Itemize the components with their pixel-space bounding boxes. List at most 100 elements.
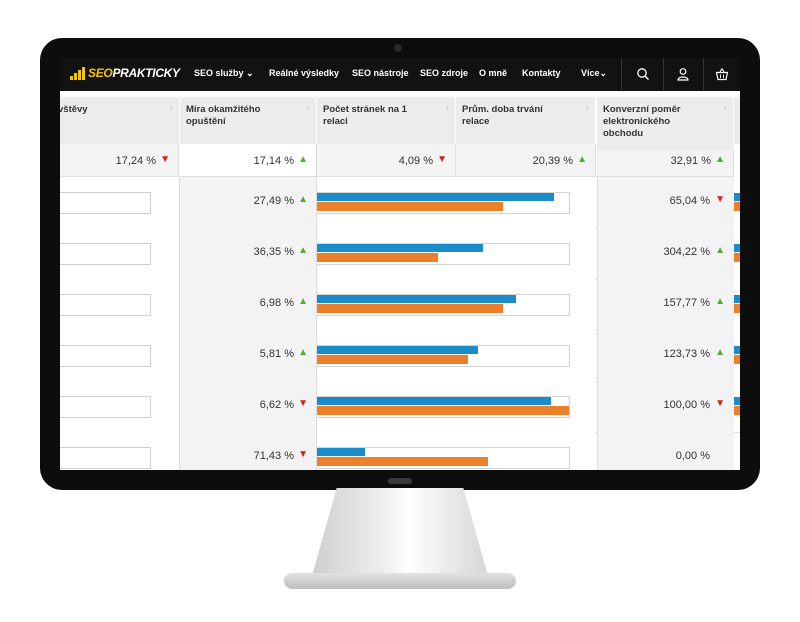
chevron-down-icon: ⌄: [599, 68, 608, 78]
bounce-rate-value: 6,62 %: [259, 399, 294, 411]
bar-blue: [317, 193, 554, 201]
edge-bar-cell: [734, 228, 740, 279]
table-row: 36,35 % ▲ 304,22 % ▲: [60, 228, 740, 280]
column-header[interactable]: Počet stránek na 1 relaci ↓: [317, 97, 456, 144]
sort-arrow-icon[interactable]: ↓: [445, 103, 449, 112]
trend-icon: ▼: [298, 449, 308, 460]
edge-bar-cell: [734, 177, 740, 228]
column-header[interactable]: Konverzní poměr elektronického obchodu ↓: [597, 97, 734, 150]
column-header: [734, 97, 740, 144]
bounce-rate-cell: 6,98 % ▲: [180, 279, 317, 330]
visits-cell: [60, 228, 180, 279]
bar-orange: [317, 457, 489, 466]
bar-cell: [317, 177, 595, 228]
report-table: vštěvy ↓ Míra okamžitého opuštění ↓ Počet …: [60, 91, 740, 470]
sort-arrow-icon[interactable]: ↓: [585, 103, 589, 112]
bar-blue: [734, 295, 740, 303]
logo-name: PRAKTICKY: [112, 66, 180, 80]
column-header[interactable]: Míra okamžitého opuštění ↓: [180, 97, 317, 144]
trend-icon: ▼: [715, 398, 725, 409]
bar-orange: [317, 202, 504, 211]
trend-icon: ▲: [298, 347, 308, 358]
nav-item-seo-zdroje[interactable]: SEO zdroje: [420, 68, 469, 78]
value-box: [60, 396, 151, 418]
column-header[interactable]: vštěvy ↓: [60, 97, 180, 144]
monitor-brand-mark: [388, 478, 412, 484]
edge-bar-cell: [734, 330, 740, 381]
sort-arrow-icon[interactable]: ↓: [169, 103, 173, 112]
nav-item-vice[interactable]: Více⌄: [581, 68, 608, 78]
bar-blue: [734, 346, 740, 354]
total-cell: 20,39 % ▲: [456, 144, 596, 177]
sort-arrow-icon[interactable]: ↓: [306, 103, 310, 112]
bar-orange: [317, 253, 438, 262]
logo-bars-icon: [70, 66, 85, 80]
table-row: 6,98 % ▲ 157,77 % ▲: [60, 279, 740, 331]
edge-bar-cell: [734, 279, 740, 330]
trend-icon: ▲: [715, 154, 725, 165]
bar-orange: [317, 355, 469, 364]
table-row: 27,49 % ▲ 65,04 % ▼: [60, 177, 740, 229]
bar-frame: [317, 447, 570, 469]
nav-item-seo-sluzby[interactable]: SEO služby ⌄: [194, 68, 254, 78]
nav-item-seo-nastroje[interactable]: SEO nástroje: [352, 68, 409, 78]
nav-divider: [703, 58, 704, 91]
bounce-rate-cell: 5,81 % ▲: [180, 330, 317, 381]
bar-cell: [317, 279, 595, 330]
total-cell: 17,14 % ▲: [180, 144, 317, 177]
monitor-stand-base: [284, 573, 516, 589]
trend-icon: ▲: [298, 154, 308, 165]
bounce-rate-cell: 36,35 % ▲: [180, 228, 317, 279]
bar-orange: [734, 253, 740, 262]
bar-orange: [317, 406, 569, 415]
bar-cell: [317, 432, 595, 470]
top-navigation: SEOPRAKTICKY SEO služby ⌄ Reálné výsledk…: [60, 58, 740, 91]
bar-frame: [317, 192, 570, 214]
conversion-cell: 304,22 % ▲: [597, 228, 734, 279]
trend-icon: ▲: [715, 347, 725, 358]
nav-item-kontakty[interactable]: Kontakty: [522, 68, 561, 78]
bounce-rate-cell: 6,62 % ▼: [180, 381, 317, 432]
total-cell: 4,09 % ▼: [317, 144, 456, 177]
chevron-down-icon: ⌄: [246, 68, 254, 78]
value-box: [60, 345, 151, 367]
bar-orange: [734, 406, 740, 415]
visits-cell: [60, 432, 180, 470]
conversion-cell: 123,73 % ▲: [597, 330, 734, 381]
trend-icon: ▼: [715, 194, 725, 205]
value-box: [60, 447, 151, 469]
trend-icon: ▼: [160, 154, 170, 165]
nav-divider: [621, 58, 622, 91]
monitor-frame: SEOPRAKTICKY SEO služby ⌄ Reálné výsledk…: [40, 38, 760, 490]
nav-item-realne-vysledky[interactable]: Reálné výsledky: [269, 68, 340, 78]
logo-prefix: SEO: [88, 66, 113, 80]
trend-icon: ▲: [715, 296, 725, 307]
bounce-rate-value: 36,35 %: [253, 246, 294, 258]
user-icon[interactable]: [676, 67, 690, 81]
column-header[interactable]: Prům. doba trvání relace ↓: [456, 97, 596, 144]
bar-orange: [734, 202, 740, 211]
bar-blue: [317, 295, 517, 303]
trend-icon: ▼: [437, 154, 447, 165]
bar-frame: [317, 396, 570, 418]
conversion-value: 304,22 %: [663, 246, 710, 258]
bounce-rate-value: 5,81 %: [259, 348, 294, 360]
nav-item-o-mne[interactable]: O mně: [479, 68, 508, 78]
basket-icon[interactable]: [715, 67, 729, 81]
bar-blue: [734, 244, 740, 252]
visits-cell: [60, 381, 180, 432]
site-logo[interactable]: SEOPRAKTICKY: [70, 66, 180, 80]
bounce-rate-value: 27,49 %: [253, 195, 294, 207]
trend-icon: ▲: [298, 296, 308, 307]
sort-arrow-icon[interactable]: ↓: [723, 103, 727, 112]
conversion-value: 100,00 %: [663, 399, 710, 411]
monitor-stand-neck: [312, 488, 488, 576]
search-icon[interactable]: [636, 67, 650, 81]
total-cell: 32,91 % ▲: [597, 150, 734, 177]
value-box: [60, 294, 151, 316]
screen: SEOPRAKTICKY SEO služby ⌄ Reálné výsledk…: [60, 58, 740, 470]
bar-cell: [317, 228, 595, 279]
trend-icon: ▲: [715, 245, 725, 256]
value-box: [60, 192, 151, 214]
nav-divider: [663, 58, 664, 91]
